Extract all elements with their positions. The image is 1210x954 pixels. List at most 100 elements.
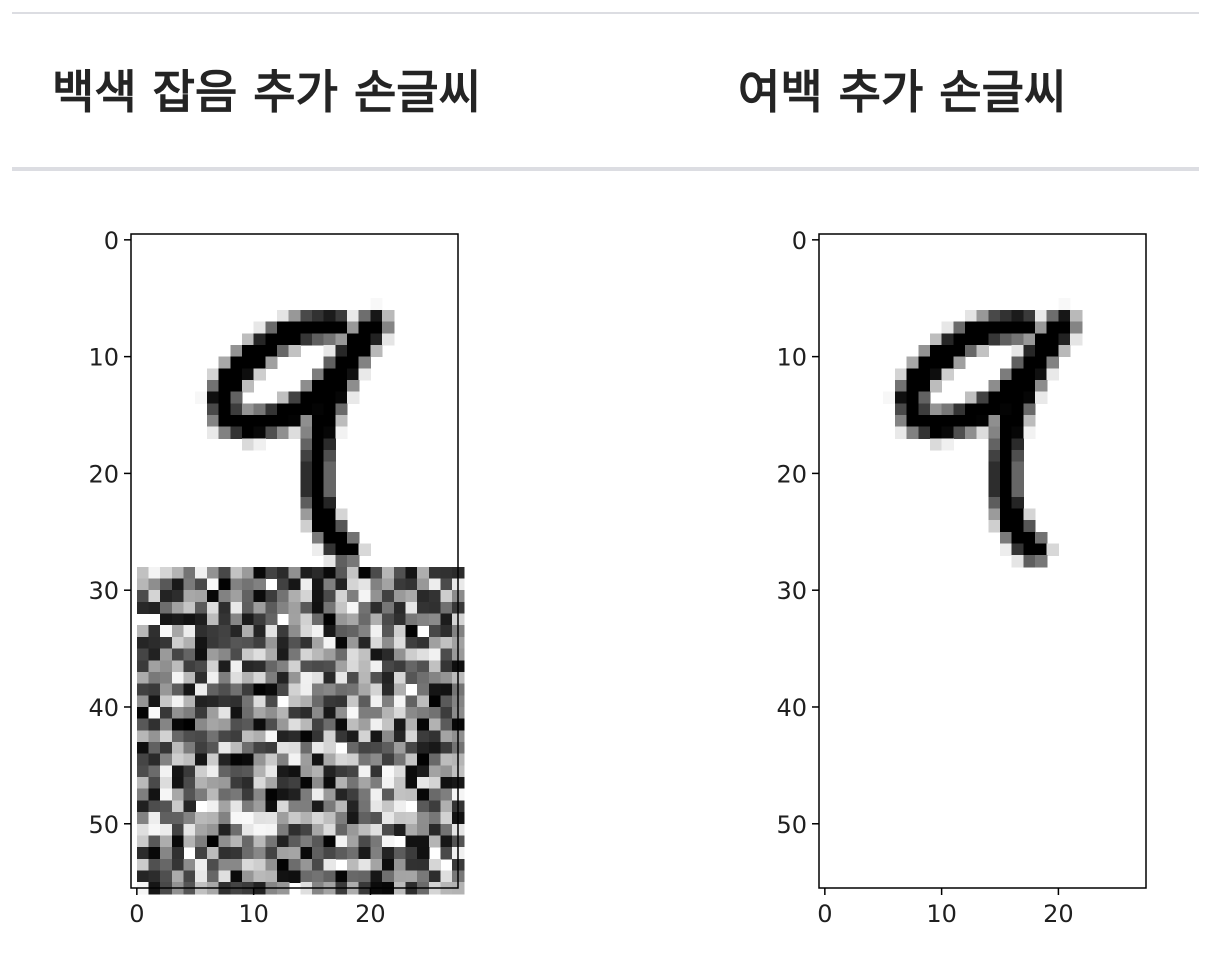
pixel [206,648,220,661]
pixel [335,730,348,743]
pixel [160,636,173,650]
pixel [894,426,908,439]
pixel [160,625,173,638]
pixel [335,555,348,568]
pixel [440,812,453,825]
pixel [218,601,231,615]
pixel [370,333,383,346]
pixel [335,718,348,731]
pixel [976,344,989,358]
pixel [929,438,943,451]
pixel [976,403,989,416]
pixel [428,753,442,766]
pixel [160,765,173,778]
pixel [976,391,989,404]
pixel [265,730,278,743]
pixel [347,683,360,696]
pixel [288,648,301,661]
pixel [988,391,1001,404]
pixel [382,683,395,696]
pixel [288,578,301,591]
pixel [370,344,383,358]
pixel [300,777,313,790]
pixel [288,695,301,708]
pixel [160,823,173,837]
pixel [440,613,453,626]
pixel [300,391,313,404]
pixel [241,344,255,358]
pixel [1023,321,1036,334]
pixel [230,636,243,650]
pixel [323,765,336,778]
pixel [230,765,243,778]
pixel [160,753,173,766]
pixel [440,765,453,778]
pixel [953,344,966,358]
pixel [347,590,360,603]
pixel [218,788,231,802]
pixel [323,777,336,790]
pixel [136,730,150,743]
pixel [1011,309,1024,323]
pixel [976,415,989,428]
pixel [171,706,185,720]
pixel [230,718,243,731]
pixel [276,636,290,650]
pixel [1023,403,1036,416]
pixel [218,835,231,848]
pixel [276,333,290,346]
pixel [1000,508,1013,521]
pixel [440,683,453,696]
pixel [1011,344,1024,358]
pixel [405,847,418,860]
pixel [1035,531,1048,545]
y-tick-label: 50 [88,811,119,839]
pixel [312,706,325,720]
pixel [241,356,255,369]
pixel [323,379,336,393]
pixel [265,426,278,439]
pixel [265,706,278,720]
pixel [347,847,360,860]
pixel [335,508,348,521]
pixel [988,508,1001,521]
pixel [312,847,325,860]
pixel [300,812,313,825]
pixel [382,636,395,650]
pixel [300,730,313,743]
pixel [136,566,150,580]
pixel [148,636,161,650]
pixel [206,800,220,813]
pixel [323,309,336,323]
pixel [171,590,185,603]
pixel [230,566,243,580]
pixel [218,403,231,416]
pixel [405,648,418,661]
pixel [276,706,290,720]
pixel [160,847,173,860]
pixel [428,625,442,638]
pixel [358,742,372,755]
pixel [1000,485,1013,498]
pixel [300,496,313,510]
pixel [964,309,978,323]
pixel [382,800,395,813]
header-divider [12,167,1199,171]
pixel [276,660,290,673]
pixel [288,391,301,404]
pixel [312,777,325,790]
pixel [382,718,395,731]
pixel [241,566,255,580]
pixel [276,403,290,416]
pixel [929,333,943,346]
pixel [230,648,243,661]
pixel [230,368,243,381]
pixel [440,800,453,813]
pixel [382,601,395,615]
pixel [417,753,430,766]
pixel [1023,415,1036,428]
pixel [323,496,336,510]
pixel [405,718,418,731]
pixel [1035,321,1048,334]
pixel [335,870,348,883]
